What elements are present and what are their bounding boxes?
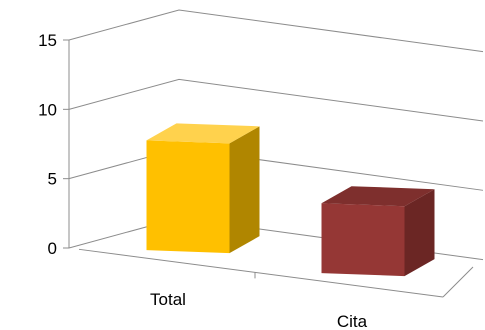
y-tick-label: 0 [48, 239, 57, 258]
gridline [68, 9, 484, 53]
x-category-label: Cita [337, 312, 368, 330]
gridline [68, 148, 484, 191]
y-tick-label: 15 [38, 31, 57, 50]
bar-front-face [321, 203, 405, 277]
bars [146, 123, 435, 277]
x-category-labels: Total Cita [150, 290, 368, 330]
bar-top-face [321, 186, 435, 207]
bar-side-face [229, 126, 260, 254]
y-tick-label: 10 [38, 100, 57, 119]
x-category-label: Total [150, 290, 186, 309]
y-tick-labels: 0 5 10 15 [38, 31, 57, 258]
floor-right-edge [442, 266, 474, 298]
bar-side-face [404, 189, 435, 277]
bar-top-face [146, 123, 260, 144]
bar-cita [321, 186, 435, 277]
x-axis-line [78, 248, 444, 298]
bar-front-face [146, 140, 230, 254]
y-tick-label: 5 [48, 170, 57, 189]
axes [63, 39, 474, 298]
bar-total [146, 123, 260, 254]
gridline [68, 78, 484, 122]
